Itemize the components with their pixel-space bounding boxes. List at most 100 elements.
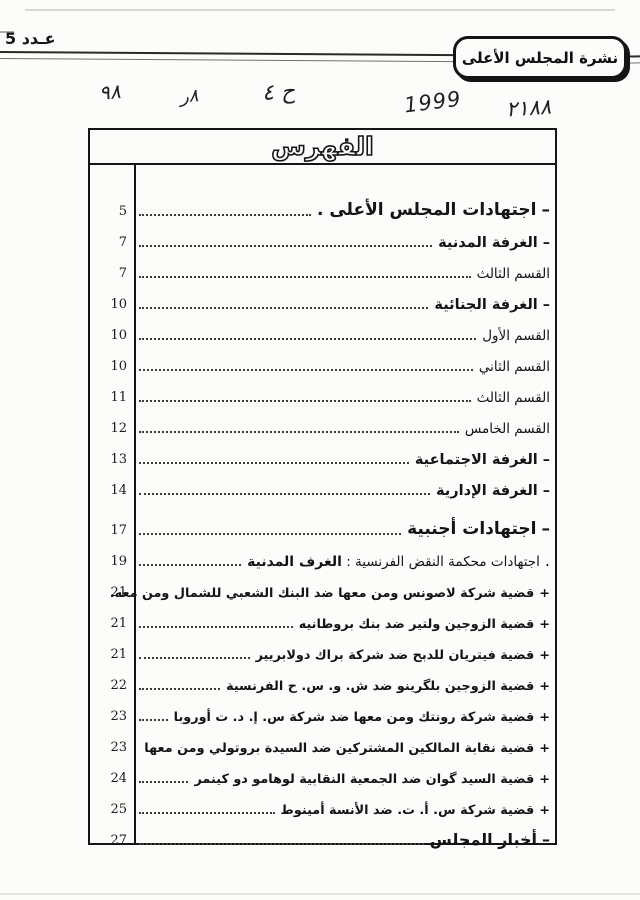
toc-entry-label: القسم الثالث xyxy=(476,390,550,406)
toc-row: 23 + قضية شركة رونتك ومن معها ضد شركة س. إ… xyxy=(90,696,555,727)
toc-entry-prefix: – xyxy=(541,519,551,539)
toc-entry-label: القسم الأول xyxy=(482,328,550,344)
toc-row: 21 + قضية فيتريان للدبح ضد شركة براك دولاب… xyxy=(90,634,555,665)
toc-entry-prefix: + xyxy=(539,741,550,756)
toc-entry-label: قضية شركة س. أ. ت. ضد الأنسة أمينوط xyxy=(280,803,535,818)
toc-entry: + قضية شركة س. أ. ت. ضد الأنسة أمينوط xyxy=(134,803,555,820)
toc-rows-container: 5– اجتهادات المجلس الأعلى . 7– الغرفة المدن… xyxy=(90,182,555,851)
toc-entry-prefix: – xyxy=(541,200,551,220)
dotted-leader xyxy=(139,811,275,814)
toc-entry: – الغرفة الجنائية xyxy=(134,297,555,315)
toc-title-band: الفهرس xyxy=(90,130,555,165)
dotted-leader xyxy=(139,275,471,278)
issue-number-label: عـدد 5 xyxy=(5,29,56,48)
toc-entry-prefix: . xyxy=(544,551,550,570)
toc-entry-label: قضية شركة لاصونس ومن معها ضد البنك الشعب… xyxy=(109,586,535,601)
toc-row: 19. اجتهادات محكمة النقض الفرنسية : الغرف… xyxy=(90,541,555,572)
toc-page-number: 7 xyxy=(118,266,127,281)
toc-row: 22 + قضية الزوجين بلگرينو ضد ش. و. س. ح ال… xyxy=(90,665,555,696)
scan-streak xyxy=(25,9,615,11)
toc-entry: القسم الثالث xyxy=(134,390,555,408)
toc-entry-label: الغرفة الإدارية xyxy=(436,483,538,499)
dotted-leader xyxy=(139,244,433,247)
handwritten-mark: ٨ر xyxy=(179,85,200,108)
toc-entry-prefix: – xyxy=(542,452,550,468)
toc-entry-label: قضية الزوجين بلگرينو ضد ش. و. س. ح الفرن… xyxy=(226,679,535,694)
toc-row: 17 – اجتهادات أجنبية xyxy=(90,501,555,541)
dotted-leader xyxy=(139,399,471,402)
dotted-leader xyxy=(139,656,250,659)
toc-entry-prefix: – xyxy=(542,297,550,313)
toc-entry: – اجتهادات المجلس الأعلى . xyxy=(134,200,555,222)
toc-page-number: 10 xyxy=(110,297,127,312)
toc-entry: – اجتهادات أجنبية xyxy=(134,519,555,541)
dotted-leader xyxy=(139,213,311,216)
toc-row: 27 – أخبار المجلس xyxy=(90,820,555,851)
toc-page-number: 13 xyxy=(110,452,127,467)
toc-entry-prefix: + xyxy=(539,586,550,601)
toc-entry-label: اجتهادات المجلس الأعلى . xyxy=(316,200,537,220)
dotted-leader xyxy=(139,532,402,535)
toc-entry: + قضية الزوجين بلگرينو ضد ش. و. س. ح الفر… xyxy=(134,679,555,696)
toc-entry-label: أخبار المجلس xyxy=(429,830,537,849)
toc-page-number: 23 xyxy=(110,709,127,724)
toc-entry-label: قضية نقابة المالكين المشتركين ضد السيدة … xyxy=(144,741,535,756)
toc-entry: القسم الأول xyxy=(134,328,555,346)
toc-entry-prefix: – xyxy=(542,235,550,251)
toc-page-number: 5 xyxy=(118,204,127,219)
toc-page-number: 10 xyxy=(110,328,127,343)
dotted-leader xyxy=(139,842,424,845)
bulletin-title-box: نشرة المجلس الأعلى xyxy=(453,36,627,79)
toc-entry-label: اجتهادات أجنبية xyxy=(407,519,537,539)
toc-entry: + قضية شركة لاصونس ومن معها ضد البنك الشع… xyxy=(110,586,555,603)
toc-entry: + قضية فيتريان للدبح ضد شركة براك دولابري… xyxy=(134,648,555,665)
toc-page-number: 10 xyxy=(110,359,127,374)
toc-entry: + قضية شركة رونتك ومن معها ضد شركة س. إ. … xyxy=(134,710,555,727)
toc-row: 12 القسم الخامس xyxy=(90,408,555,439)
toc-entry-label: قضية الزوجين ولتير ضد بنك بروطانيه xyxy=(298,617,535,632)
toc-row: 13 – الغرفة الاجتماعية xyxy=(90,439,555,470)
dotted-leader xyxy=(139,718,168,721)
toc-entry-label: الغرفة الجنائية xyxy=(434,297,538,313)
dotted-leader xyxy=(139,461,409,464)
handwritten-mark: ٩٨ xyxy=(97,78,122,106)
toc-row: 10 القسم الثاني xyxy=(90,346,555,377)
toc-row: 21 + قضية شركة لاصونس ومن معها ضد البنك ال… xyxy=(90,572,555,603)
toc-page-number: 22 xyxy=(110,678,127,693)
page-number-column-divider xyxy=(134,165,136,845)
handwritten-mark: ح ٤ xyxy=(261,78,296,107)
toc-entry-label: الغرفة الاجتماعية xyxy=(414,452,538,468)
toc-entry: – أخبار المجلس xyxy=(134,830,555,851)
toc-row: 10 – الغرفة الجنائية xyxy=(90,284,555,315)
toc-row: 7 القسم الثالث xyxy=(90,253,555,284)
toc-entry: القسم الخامس xyxy=(134,421,555,439)
toc-entry-prefix: – xyxy=(542,830,550,849)
toc-entry-prefix: – xyxy=(542,483,550,499)
dotted-leader xyxy=(139,625,293,628)
handwritten-mark-number: ٢١٨٨ xyxy=(505,94,552,122)
toc-page-number: 7 xyxy=(118,235,127,250)
toc-page-number: 25 xyxy=(110,802,127,817)
toc-page-number: 11 xyxy=(110,390,127,405)
toc-title: الفهرس xyxy=(270,132,374,161)
toc-page-number: 23 xyxy=(110,740,127,755)
toc-entry-prefix: + xyxy=(539,679,550,694)
toc-page-number: 24 xyxy=(110,771,127,786)
toc-entry: القسم الثاني xyxy=(134,359,555,377)
toc-body: 5– اجتهادات المجلس الأعلى . 7– الغرفة المدن… xyxy=(90,165,555,849)
dotted-leader xyxy=(139,337,477,340)
toc-entry-label-bold: الغرف المدنية xyxy=(247,554,342,570)
toc-page-number: 21 xyxy=(110,616,127,631)
toc-entry-prefix: + xyxy=(539,772,550,787)
toc-page-number: 14 xyxy=(110,483,127,498)
toc-entry-label: القسم الخامس xyxy=(464,421,550,437)
dotted-leader xyxy=(139,368,473,371)
dotted-leader xyxy=(139,306,429,309)
toc-page-number: 17 xyxy=(110,523,127,538)
toc-row: 7 – الغرفة المدنية xyxy=(90,222,555,253)
toc-row: 21 + قضية الزوجين ولتير ضد بنك بروطانيه xyxy=(90,603,555,634)
toc-entry-label: قضية السيد گوان ضد الجمعية النقابية لوها… xyxy=(194,772,535,787)
toc-page-number: 27 xyxy=(110,833,127,848)
toc-row: 14 – الغرفة الإدارية xyxy=(90,470,555,501)
dotted-leader xyxy=(139,563,242,566)
